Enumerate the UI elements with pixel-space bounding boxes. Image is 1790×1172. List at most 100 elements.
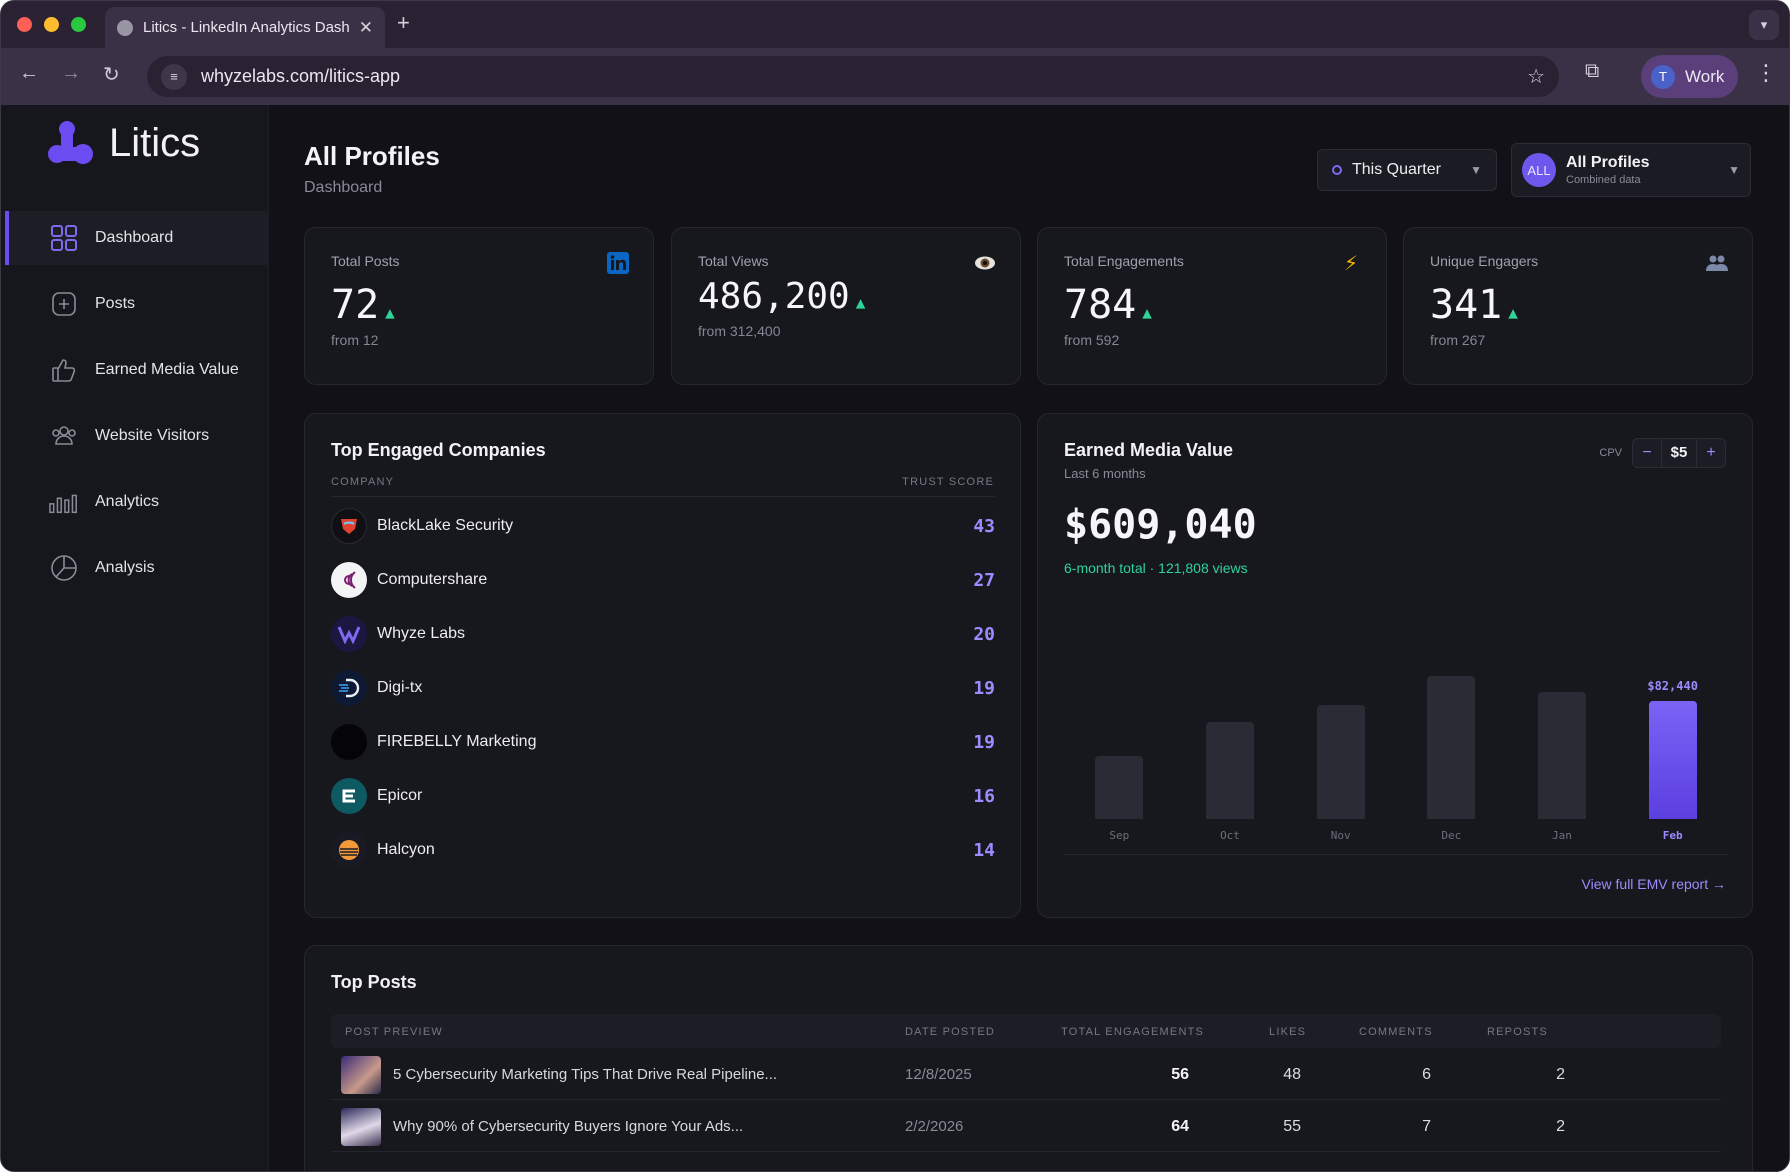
emv-bar-jan[interactable] <box>1538 692 1586 819</box>
table-row[interactable]: Why 90% of Cybersecurity Buyers Ignore Y… <box>331 1102 1721 1152</box>
trust-score: 43 <box>973 515 995 537</box>
profile-select[interactable]: ALL All Profiles Combined data ▼ <box>1511 143 1751 197</box>
stat-value: 784 ▲ <box>1064 282 1152 328</box>
emv-bar-sep[interactable] <box>1095 756 1144 819</box>
browser-menu-icon[interactable]: ⋮ <box>1755 60 1777 85</box>
company-name: Digi-tx <box>377 679 423 696</box>
emv-bar-dec[interactable] <box>1427 676 1476 819</box>
chevron-down-icon: ▼ <box>1470 163 1482 177</box>
tab-search-button[interactable]: ▾ <box>1749 10 1779 40</box>
extensions-icon[interactable]: ⧉ <box>1585 60 1600 82</box>
post-date: 2/2/2026 <box>905 1118 964 1135</box>
stat-card-total-views: Total Views 486,200 ▲ from 312,400 <box>671 227 1021 385</box>
profile-select-title: All Profiles <box>1566 154 1650 171</box>
maximize-window-button[interactable] <box>71 17 86 32</box>
close-tab-icon[interactable]: ✕ <box>358 17 373 37</box>
column-header: DATE POSTED <box>905 1026 996 1038</box>
bookmark-star-icon[interactable]: ☆ <box>1527 66 1545 88</box>
address-bar[interactable]: ≡ whyzelabs.com/litics-app ☆ <box>147 56 1559 97</box>
cpv-stepper: − $5 + <box>1632 438 1726 468</box>
emv-bar-oct[interactable] <box>1206 722 1254 819</box>
computershare-logo-icon <box>331 562 367 598</box>
emv-bar-chart: $82,440 Sep Oct Nov Dec Jan Feb <box>1064 664 1728 854</box>
trend-up-icon: ▲ <box>1142 303 1152 322</box>
main-content: All Profiles Dashboard This Quarter ▼ AL… <box>269 105 1789 1171</box>
app-logo[interactable]: Litics <box>47 119 200 167</box>
close-window-button[interactable] <box>17 17 32 32</box>
company-name: Epicor <box>377 787 423 804</box>
profile-name: Work <box>1685 66 1725 86</box>
company-row[interactable]: Digi-tx 19 <box>331 668 995 708</box>
app-name: Litics <box>109 120 201 165</box>
view-emv-report-link[interactable]: View full EMV report → <box>1581 876 1726 892</box>
cpv-label: CPV <box>1599 447 1622 459</box>
x-tick-label: Oct <box>1220 829 1240 842</box>
trend-up-icon: ▲ <box>385 303 395 322</box>
company-row[interactable]: Halcyon 14 <box>331 830 995 870</box>
emv-bar-feb[interactable] <box>1648 701 1697 819</box>
sidebar-item-analysis[interactable]: Analysis <box>5 541 269 595</box>
post-thumbnail <box>341 1056 381 1094</box>
trust-score: 20 <box>973 623 995 645</box>
stat-from: from 12 <box>331 332 379 348</box>
column-header: COMMENTS <box>1359 1026 1433 1038</box>
litics-logo-icon <box>48 121 93 164</box>
forward-button[interactable]: → <box>61 62 81 84</box>
trust-score: 16 <box>973 785 995 807</box>
reload-button[interactable]: ↻ <box>103 64 120 86</box>
trust-score: 19 <box>973 731 995 753</box>
browser-profile-button[interactable]: T Work <box>1641 55 1739 98</box>
company-row[interactable]: Computershare 27 <box>331 560 995 600</box>
divider <box>331 496 995 497</box>
page-title: All Profiles <box>304 141 440 171</box>
sidebar-item-dashboard[interactable]: Dashboard <box>5 211 269 265</box>
post-comments: 6 <box>1422 1066 1431 1083</box>
divider <box>1064 854 1728 855</box>
browser-tab[interactable]: Litics - LinkedIn Analytics Dashboard ✕ <box>105 7 385 48</box>
date-range-select[interactable]: This Quarter ▼ <box>1317 149 1497 191</box>
company-row[interactable]: Whyze Labs 20 <box>331 614 995 654</box>
new-tab-button[interactable]: + <box>397 10 410 35</box>
sidebar-item-analytics[interactable]: Analytics <box>5 475 269 529</box>
company-row[interactable]: Epicor 16 <box>331 776 995 816</box>
table-row[interactable]: 5 Cybersecurity Marketing Tips That Driv… <box>331 1050 1721 1100</box>
linkedin-icon <box>607 252 629 274</box>
company-row[interactable]: FIREBELLY Marketing 19 <box>331 722 995 762</box>
bar-chart-icon <box>49 487 79 517</box>
sidebar-item-website-visitors[interactable]: Website Visitors <box>5 409 269 463</box>
table-header: POST PREVIEW DATE POSTED TOTAL ENGAGEMEN… <box>331 1014 1721 1048</box>
trust-score: 19 <box>973 677 995 699</box>
grid-icon <box>49 223 79 253</box>
company-row[interactable]: BlackLake Security 43 <box>331 506 995 546</box>
tab-title: Litics - LinkedIn Analytics Dashboard <box>143 19 349 36</box>
stat-label: Total Posts <box>331 253 400 269</box>
minimize-window-button[interactable] <box>44 17 59 32</box>
column-header-company: COMPANY <box>331 476 395 488</box>
post-likes: 48 <box>1283 1066 1301 1083</box>
trend-up-icon: ▲ <box>855 293 866 312</box>
x-tick-label: Dec <box>1441 829 1462 842</box>
column-header: TOTAL ENGAGEMENTS <box>1061 1026 1205 1038</box>
stat-from: from 592 <box>1064 332 1120 348</box>
decrement-button[interactable]: − <box>1642 444 1652 461</box>
sidebar: Litics Dashboard Posts Earned Media Valu… <box>1 105 269 1171</box>
earned-media-value-card: Earned Media Value Last 6 months CPV − $… <box>1037 413 1753 918</box>
thumbs-up-icon <box>49 355 79 385</box>
sidebar-item-earned-media-value[interactable]: Earned Media Value <box>5 343 269 397</box>
company-name: Whyze Labs <box>377 625 466 642</box>
emv-note: 6-month total · 121,808 views <box>1064 560 1248 576</box>
x-tick-label: Sep <box>1109 829 1130 842</box>
date-range-value: This Quarter <box>1352 161 1441 178</box>
whyze-labs-logo-icon <box>331 616 367 652</box>
emv-bar-nov[interactable] <box>1316 705 1365 819</box>
stat-label: Unique Engagers <box>1430 253 1539 269</box>
people-icon <box>1706 252 1728 274</box>
stat-card-unique-engagers: Unique Engagers 341 ▲ from 267 <box>1403 227 1753 385</box>
x-tick-label: Jan <box>1552 829 1572 842</box>
x-tick-label: Nov <box>1330 829 1351 842</box>
back-button[interactable]: ← <box>19 62 39 84</box>
stat-label: Total Views <box>698 253 769 269</box>
sidebar-item-posts[interactable]: Posts <box>5 277 269 331</box>
increment-button[interactable]: + <box>1706 444 1716 461</box>
site-settings-icon[interactable]: ≡ <box>161 63 187 90</box>
